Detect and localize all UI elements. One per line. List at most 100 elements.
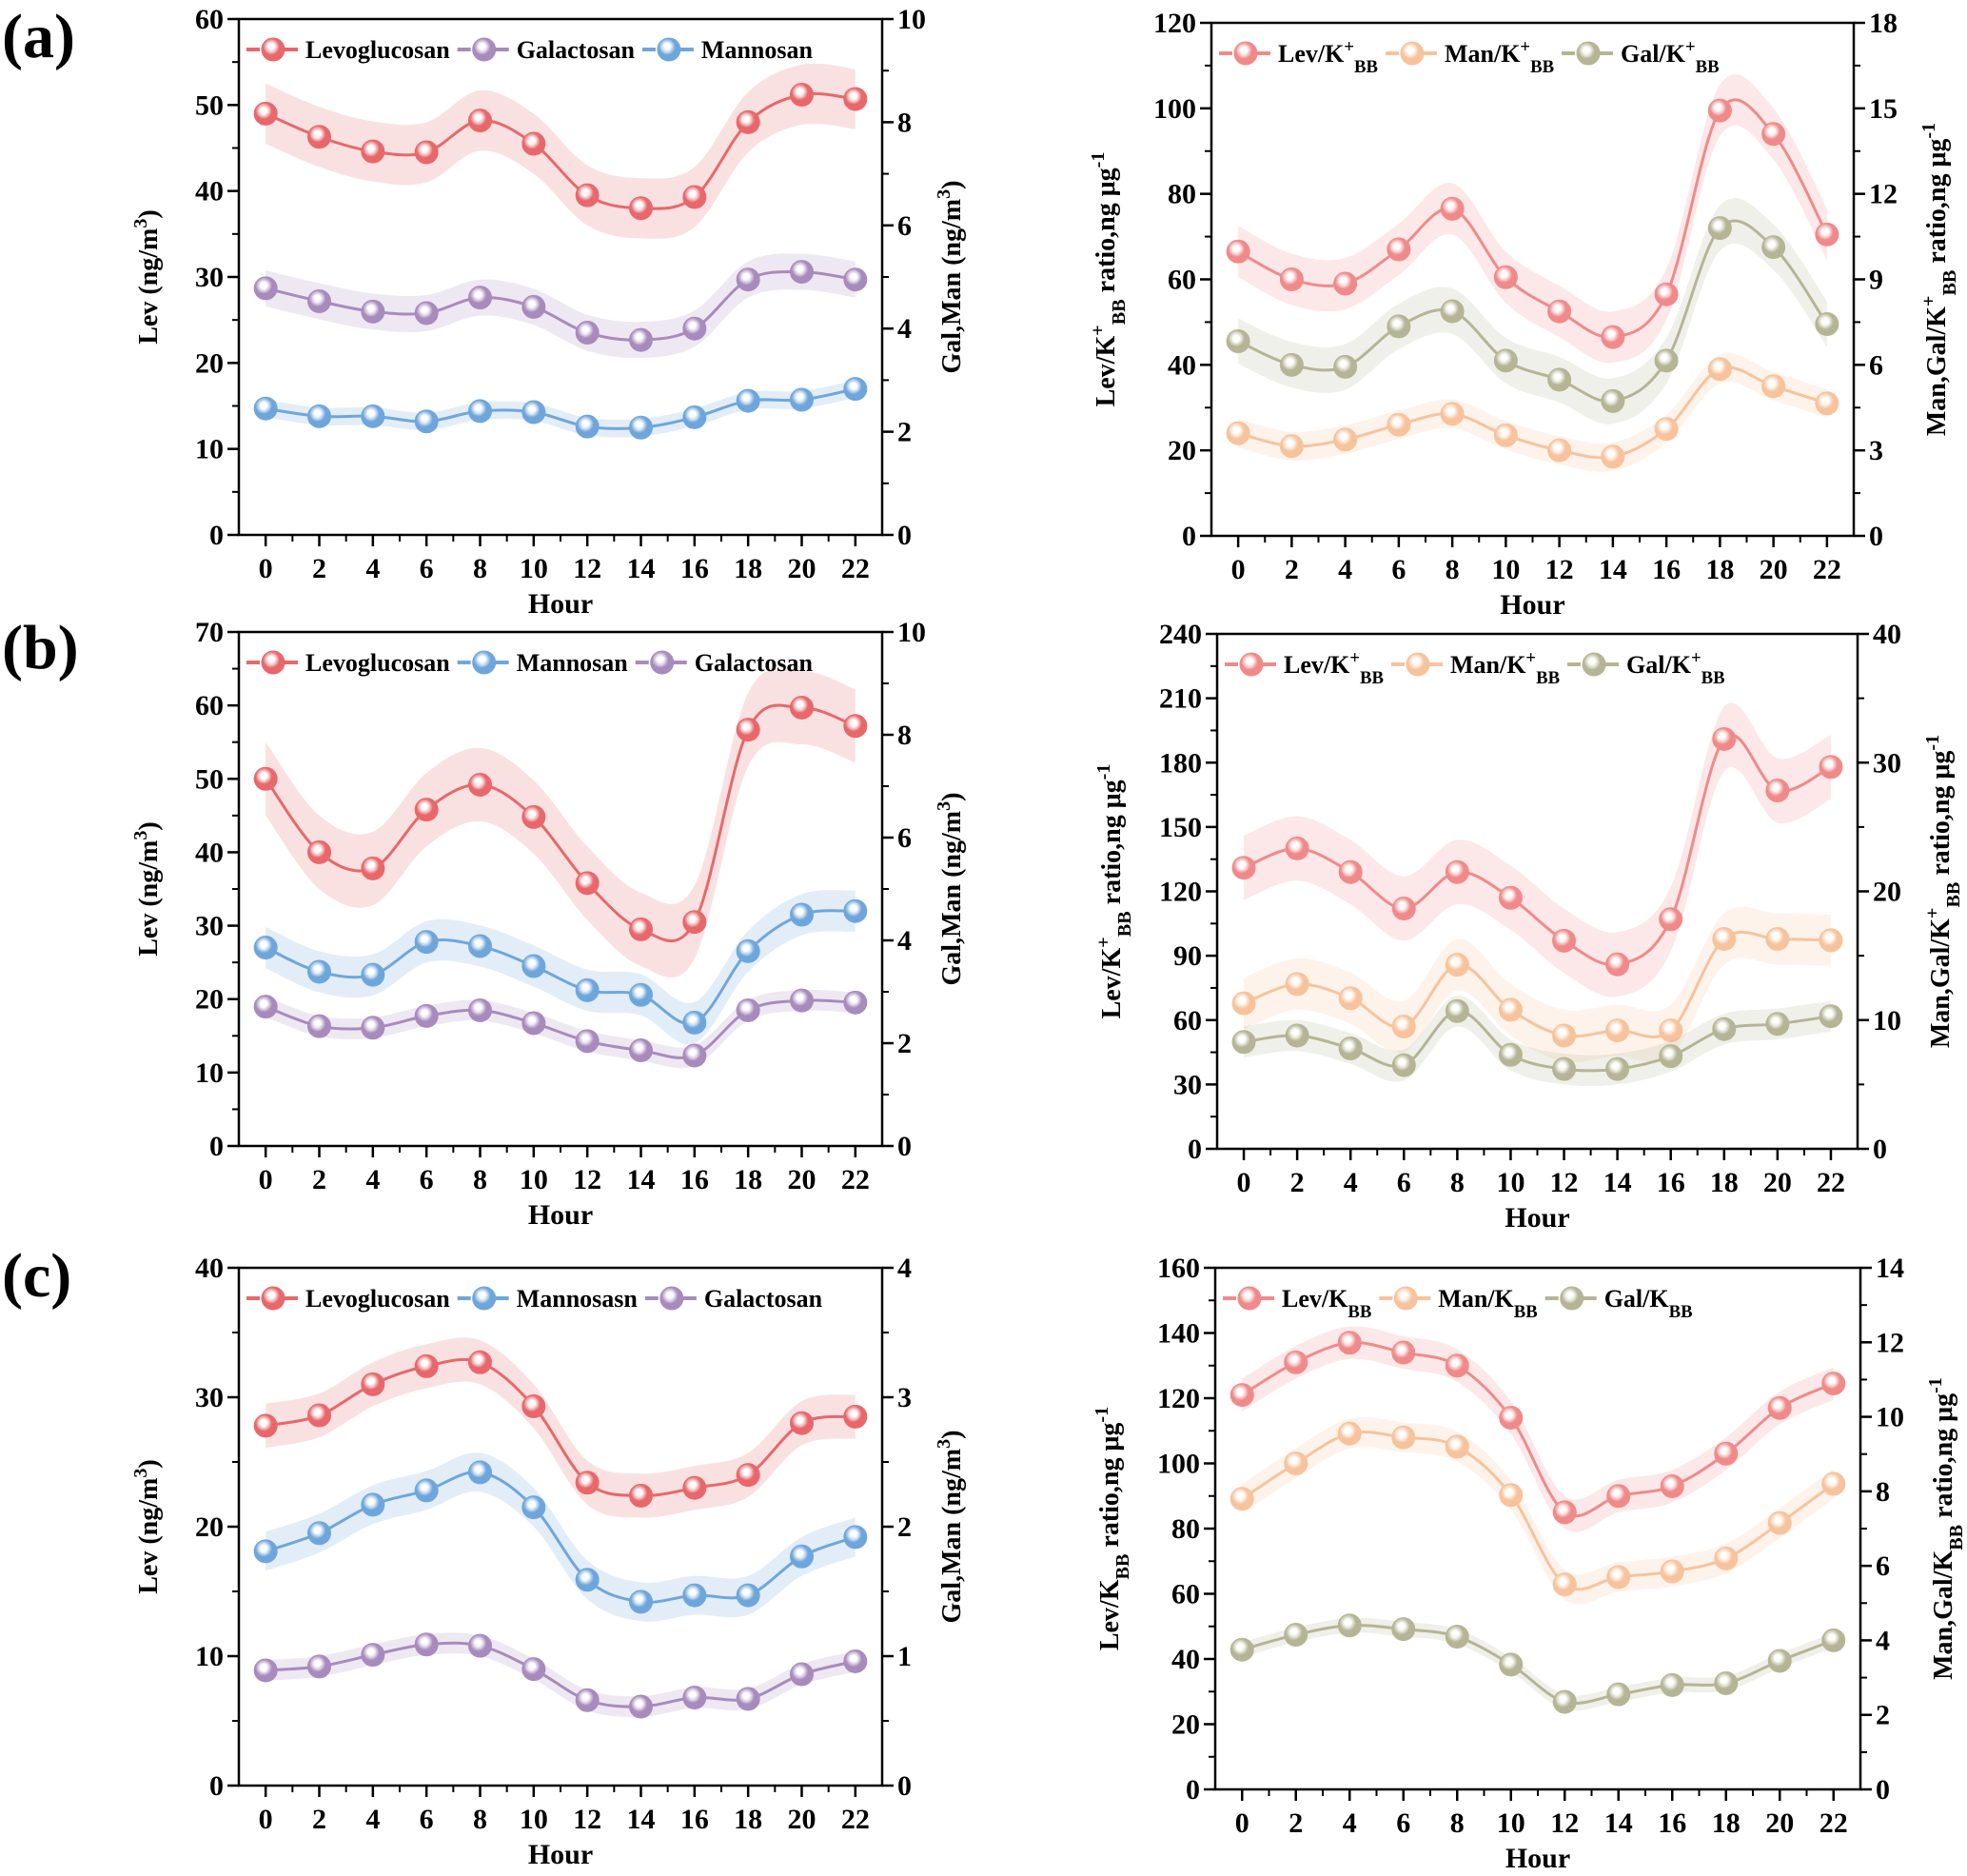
data-point [1279,352,1304,377]
left-y-tick-label: 80 [1171,1513,1200,1545]
data-point [361,962,385,987]
legend-marker [650,650,675,675]
error-band [266,1337,856,1518]
data-point [1499,1652,1524,1677]
data-point [682,1010,707,1035]
data-point [253,766,278,791]
data-point [843,1404,868,1429]
series-1 [1226,73,1839,364]
legend-label: Levoglucosan [305,1285,450,1313]
series-1 [1229,1326,1846,1532]
x-tick-label: 6 [420,553,434,584]
data-point [629,1694,653,1719]
x-tick-label: 8 [473,553,487,584]
data-point [361,299,385,324]
data-point [1707,357,1732,382]
data-point [736,1463,760,1488]
data-point [1445,953,1469,977]
legend-label: Gal/K+BB [1626,648,1725,688]
data-point [1815,391,1839,416]
data-point [521,954,546,978]
data-point [682,910,707,935]
left-y-tick-label: 60 [195,4,224,35]
right-y-tick-label: 2 [897,1511,912,1543]
data-point [1338,859,1363,884]
left-y-tick-label: 60 [1171,1579,1200,1610]
data-point [790,387,814,412]
right-y-tick-label: 0 [1873,1134,1887,1165]
data-point [1714,1441,1739,1466]
data-point [1660,1559,1684,1584]
error-band [1238,73,1827,364]
legend-marker [1393,1286,1418,1311]
data-point [1765,779,1790,803]
x-tick-label: 20 [1760,554,1788,585]
data-point [468,1633,492,1658]
data-point [736,1583,760,1608]
x-tick-label: 6 [1396,1807,1410,1839]
data-point [843,990,868,1015]
left-y-tick-label: 40 [195,837,224,868]
right-y-tick-label: 40 [1873,619,1901,650]
series-1 [253,63,868,239]
x-tick-label: 12 [573,1164,601,1195]
data-point [1605,952,1630,977]
data-point [1391,1340,1416,1365]
legend-label: Levoglucosan [305,36,450,64]
data-point [1229,1637,1254,1662]
data-point [1654,282,1679,306]
legend-label: Mannosan [517,649,629,677]
legend-label: Gal/KBB [1604,1285,1693,1322]
x-tick-label: 22 [841,553,870,584]
right-y-tick-label: 6 [1869,349,1883,381]
x-axis-label: Hour [528,588,593,620]
data-point [253,1539,278,1564]
x-tick-label: 16 [680,1804,709,1835]
data-point [1391,897,1416,921]
x-axis-label: Hour [528,1199,593,1231]
data-point [253,1658,278,1683]
data-point [1819,1004,1843,1029]
left-y-tick-label: 0 [1188,1134,1202,1165]
x-tick-label: 4 [365,1164,380,1195]
data-point [790,1544,814,1569]
legend-marker [472,37,497,62]
right-y-tick-label: 14 [1876,1253,1904,1284]
data-point [736,267,760,292]
error-band [266,668,856,978]
x-tick-label: 18 [734,1804,762,1835]
right-y-axis-label: Gal,Man (ng/m3) [934,1431,967,1624]
data-point [1498,885,1523,910]
data-point [1226,421,1250,445]
data-point [1231,1030,1256,1055]
data-point [1815,312,1839,337]
x-tick-label: 4 [1338,554,1352,585]
data-point [790,260,814,285]
x-axis-label: Hour [1505,1202,1569,1234]
legend-label: Levoglucosan [305,649,450,677]
data-point [468,1460,492,1485]
legend-marker [472,650,497,675]
data-point [1601,325,1625,349]
data-point [790,695,814,720]
x-tick-label: 20 [1763,1167,1792,1198]
data-point [1547,438,1572,463]
data-point [1440,196,1465,221]
data-point [468,109,492,133]
data-point [1821,1471,1846,1496]
data-point [843,1649,868,1673]
left-y-tick-label: 70 [195,617,224,648]
x-tick-label: 16 [1657,1167,1685,1198]
data-point [575,321,600,346]
data-point [521,131,546,156]
chart-4: 0 2 4 6 8 10 12 14 16 18 20 22 Hour 0 30 60 90 120 150 180 2… [1093,619,1964,1234]
left-y-tick-label: 120 [1159,877,1202,908]
series-1 [253,1337,868,1518]
data-point [414,1478,439,1503]
data-point [1231,856,1256,880]
data-point [1285,972,1309,997]
left-y-tick-label: 60 [1168,265,1196,296]
left-y-tick-label: 160 [1157,1253,1200,1284]
data-point [1767,1511,1792,1535]
left-y-axis-label: Lev/K+BB ratio,ng μg-1 [1093,764,1135,1019]
